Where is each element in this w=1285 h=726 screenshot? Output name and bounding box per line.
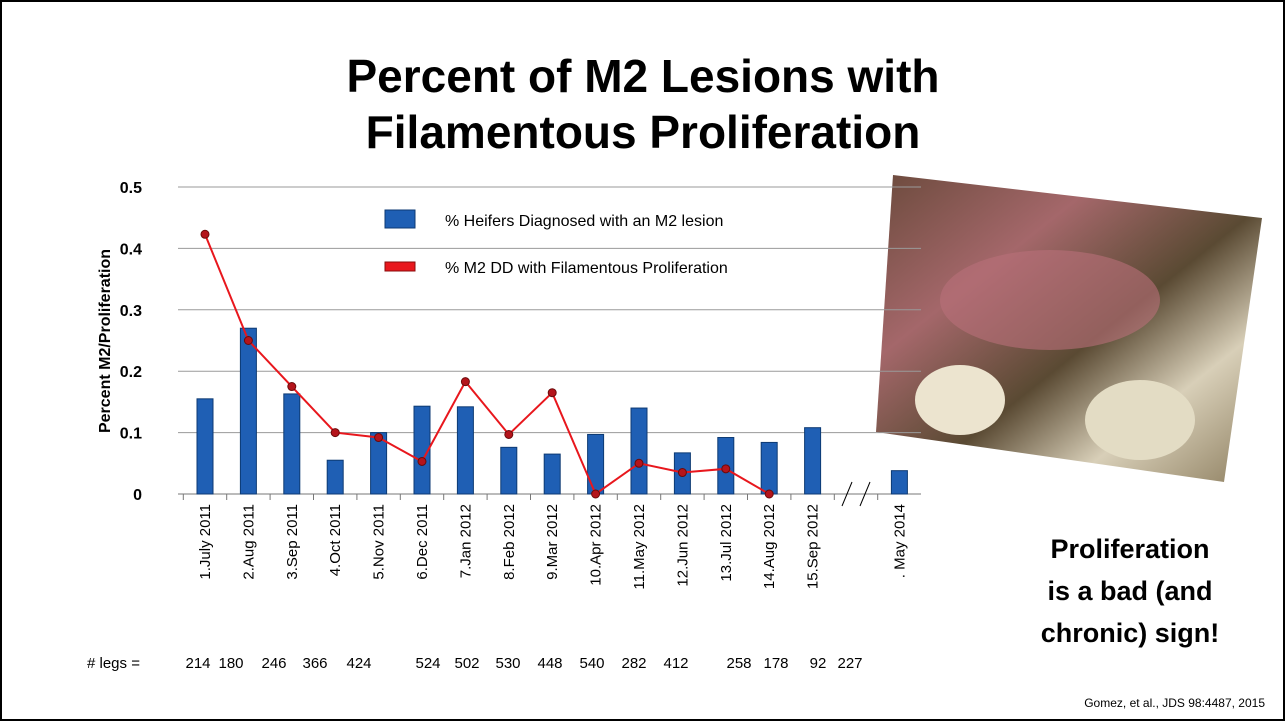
y-tick-label: 0.3 <box>120 303 142 320</box>
x-tick-label: 13.Jul 2012 <box>718 504 735 582</box>
legs-count: 178 <box>763 655 788 672</box>
legs-count: 424 <box>346 655 371 672</box>
point <box>287 382 297 392</box>
callout: is a bad (and <box>1047 576 1212 606</box>
x-tick-label: 7.Jan 2012 <box>457 504 474 578</box>
legs-label: # legs = <box>87 655 140 672</box>
x-tick-label: 8.Feb 2012 <box>501 504 518 580</box>
y-tick-label: 0.1 <box>120 426 142 443</box>
x-tick-label: 9.Mar 2012 <box>544 504 561 580</box>
line <box>204 233 770 496</box>
bar <box>196 398 214 495</box>
callout: Proliferation <box>1050 534 1209 564</box>
point <box>200 229 210 239</box>
bar <box>456 406 474 495</box>
bar <box>587 433 605 495</box>
bar <box>543 453 561 495</box>
legend-swatch <box>384 209 416 229</box>
x-tick-label: 15.Sep 2012 <box>805 504 822 589</box>
x-tick-label: 6.Dec 2011 <box>414 504 431 580</box>
point <box>764 489 774 499</box>
bar <box>326 459 344 495</box>
legs-count: 530 <box>495 655 520 672</box>
y-tick-label: 0.4 <box>120 241 142 258</box>
legs-count: 366 <box>302 655 327 672</box>
x-tick-label: 5.Nov 2011 <box>371 504 388 580</box>
y-axis-label: Percent M2/Proliferation <box>97 249 114 433</box>
axis-break <box>859 481 871 507</box>
bar <box>630 407 648 495</box>
bar <box>804 427 822 495</box>
point <box>677 468 687 478</box>
point <box>721 464 731 474</box>
point <box>330 428 340 438</box>
bar <box>413 405 431 495</box>
bar <box>890 470 908 495</box>
bar <box>370 432 388 495</box>
legs-count: 258 <box>726 655 751 672</box>
x-tick-label: 14.Aug 2012 <box>761 504 778 589</box>
legend-label: % Heifers Diagnosed with an M2 lesion <box>445 213 723 230</box>
y-tick-label: 0.2 <box>120 364 142 381</box>
point <box>547 388 557 398</box>
legs-count: 246 <box>261 655 286 672</box>
y-tick-label: 0 <box>133 487 142 504</box>
legs-count: 448 <box>537 655 562 672</box>
point <box>591 489 601 499</box>
legs-count: 227 <box>837 655 862 672</box>
x-tick-label: 11.May 2012 <box>631 504 648 590</box>
photo-detail <box>940 250 1160 350</box>
point <box>460 377 470 387</box>
x-tick-label: 3.Sep 2011 <box>284 504 301 580</box>
slide-title: Percent of M2 Lesions with <box>347 50 940 102</box>
legs-count: 502 <box>454 655 479 672</box>
legs-count: 92 <box>810 655 827 672</box>
x-tick-label: 4.Oct 2011 <box>327 504 344 576</box>
bar <box>760 441 778 495</box>
legend-label: % M2 DD with Filamentous Proliferation <box>445 260 728 277</box>
x-tick-label: 12.Jun 2012 <box>674 504 691 587</box>
legs-count: 524 <box>415 655 440 672</box>
legs-count: 214 <box>185 655 210 672</box>
point <box>417 456 427 466</box>
point <box>504 429 514 439</box>
slide-title: Filamentous Proliferation <box>366 106 921 158</box>
legs-count: 180 <box>218 655 243 672</box>
bar <box>283 393 301 495</box>
bar <box>500 446 518 495</box>
x-tick-label: 10.Apr 2012 <box>588 504 605 586</box>
axis-break <box>841 481 853 507</box>
legs-count: 540 <box>579 655 604 672</box>
citation: Gomez, et al., JDS 98:4487, 2015 <box>1084 696 1265 710</box>
x-tick-label: 2.Aug 2011 <box>240 504 257 580</box>
x-tick-label: 1.July 2011 <box>197 504 214 580</box>
point <box>374 433 384 443</box>
legs-count: 412 <box>663 655 688 672</box>
y-tick-label: 0.5 <box>120 180 142 197</box>
callout: chronic) sign! <box>1041 618 1220 648</box>
point <box>243 336 253 345</box>
photo-detail <box>1085 380 1195 460</box>
point <box>634 458 644 468</box>
legend-swatch <box>384 261 416 272</box>
photo-detail <box>915 365 1005 435</box>
legs-count: 282 <box>621 655 646 672</box>
bar <box>239 327 257 495</box>
x-tick-label: . May 2014 <box>891 504 908 578</box>
